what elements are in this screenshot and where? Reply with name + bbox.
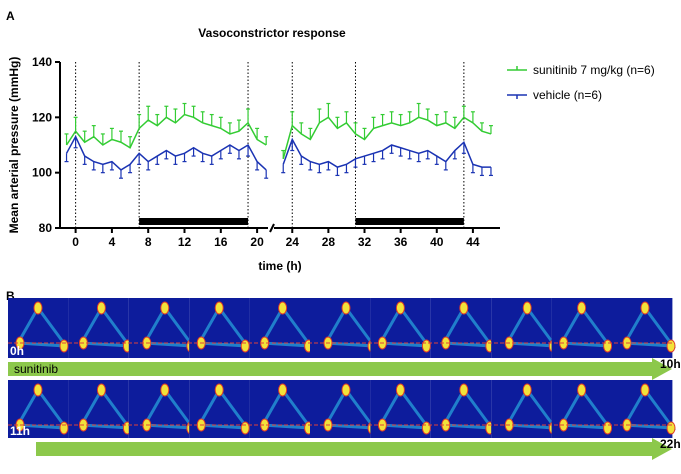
heatmap-hotspot <box>396 302 404 314</box>
heatmap-hotspot <box>523 384 531 396</box>
x-tick-label: 24 <box>286 235 300 249</box>
heatmap-hotspot <box>578 302 586 314</box>
x-tick-label: 28 <box>322 235 336 249</box>
x-tick-label: 4 <box>109 235 116 249</box>
heatmap-hotspot <box>667 422 675 434</box>
heatmap-hotspot <box>97 302 105 314</box>
y-tick-label: 120 <box>32 110 52 124</box>
x-tick-label: 32 <box>358 235 372 249</box>
x-axis-title: time (h) <box>258 259 301 273</box>
heatmap-hotspot <box>97 384 105 396</box>
y-tick-label: 80 <box>39 221 53 235</box>
x-tick-label: 16 <box>214 235 228 249</box>
heatmap-hotspot <box>422 340 430 352</box>
time-label: 11h <box>10 424 30 438</box>
arrow <box>8 358 672 380</box>
heatmap-hotspot <box>241 340 249 352</box>
heatmap-hotspot <box>578 384 586 396</box>
legend-label: sunitinib 7 mg/kg (n=6) <box>533 63 655 77</box>
x-tick-label: 40 <box>430 235 444 249</box>
x-tick-label: 44 <box>466 235 480 249</box>
x-tick-label: 0 <box>72 235 79 249</box>
heatmap-hotspot <box>60 422 68 434</box>
time-label: 0h <box>10 344 24 358</box>
heatmap-hotspot <box>396 384 404 396</box>
heatmap-hotspot <box>604 422 612 434</box>
panel-letter: A <box>6 9 15 23</box>
heatmap-hotspot <box>279 384 287 396</box>
y-tick-label: 100 <box>32 166 52 180</box>
dark-period <box>139 218 248 225</box>
heatmap-hotspot <box>523 302 531 314</box>
chart-title: Vasoconstrictor response <box>198 26 346 40</box>
heatmap-hotspot <box>641 302 649 314</box>
heatmap-hotspot <box>460 302 468 314</box>
time-label: 22h <box>660 437 681 451</box>
heatmap-hotspot <box>604 340 612 352</box>
x-tick-label: 20 <box>250 235 264 249</box>
heatmap-hotspot <box>34 302 42 314</box>
arrow-label: sunitinib <box>14 362 58 376</box>
heatmap-hotspot <box>161 302 169 314</box>
heatmap-hotspot <box>641 384 649 396</box>
axis-break <box>270 224 274 232</box>
dark-period <box>355 218 463 225</box>
heatmap-hotspot <box>215 302 223 314</box>
heatmap-hotspot <box>34 384 42 396</box>
time-label: 10h <box>660 357 681 371</box>
x-tick-label: 36 <box>394 235 408 249</box>
y-axis-title: Mean arterial pressure (mmHg) <box>7 57 21 234</box>
heatmap-hotspot <box>60 340 68 352</box>
heatmap-hotspot <box>667 340 675 352</box>
heatmap-hotspot <box>460 384 468 396</box>
x-tick-label: 12 <box>178 235 192 249</box>
figure: A Vasoconstrictor response time (h) Mean… <box>0 0 681 469</box>
heatmap-hotspot <box>215 384 223 396</box>
heatmap-hotspot <box>422 422 430 434</box>
heatmap-hotspot <box>241 422 249 434</box>
heatmap-hotspot <box>279 302 287 314</box>
heatmap-hotspot <box>161 384 169 396</box>
panel-b-images: 0h 10h sunitinib 11h 22h <box>8 298 681 460</box>
x-tick-label: 8 <box>145 235 152 249</box>
legend-label: vehicle (n=6) <box>533 88 602 102</box>
y-tick-label: 140 <box>32 55 52 69</box>
heatmap-hotspot <box>342 302 350 314</box>
heatmap-hotspot <box>342 384 350 396</box>
arrow <box>36 438 672 460</box>
